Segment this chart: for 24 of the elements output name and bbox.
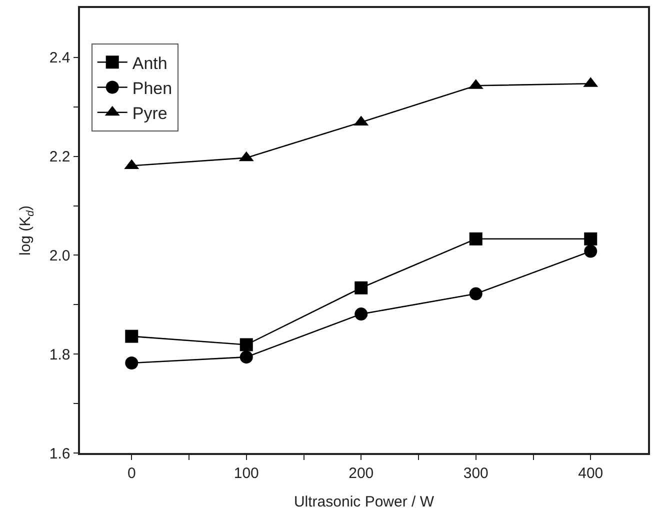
point bbox=[125, 330, 138, 343]
x-tick-label: 300 bbox=[463, 464, 488, 482]
x-tick-label: 400 bbox=[578, 464, 604, 482]
x-tick-label: 100 bbox=[234, 464, 259, 482]
point bbox=[240, 350, 253, 364]
x-tick-label: 0 bbox=[127, 464, 136, 482]
y-tick-label: 2.0 bbox=[49, 247, 70, 264]
legend-label: Pyre bbox=[132, 104, 168, 123]
y-tick-label: 2.2 bbox=[49, 148, 70, 166]
point bbox=[469, 232, 482, 246]
point bbox=[125, 356, 138, 370]
x-tick-label: 200 bbox=[348, 464, 374, 482]
point bbox=[584, 232, 598, 246]
point bbox=[240, 338, 253, 352]
y-tick-label: 1.8 bbox=[49, 346, 70, 364]
point bbox=[584, 244, 598, 258]
y-tick-label: 1.6 bbox=[49, 445, 70, 462]
point bbox=[354, 281, 368, 294]
legend-label: Phen bbox=[132, 78, 172, 98]
y-tick-label: 2.4 bbox=[49, 50, 70, 67]
legend-label: Anth bbox=[132, 54, 168, 73]
x-axis-title: Ultrasonic Power / W bbox=[294, 493, 435, 510]
point bbox=[354, 308, 368, 321]
point bbox=[469, 287, 482, 300]
